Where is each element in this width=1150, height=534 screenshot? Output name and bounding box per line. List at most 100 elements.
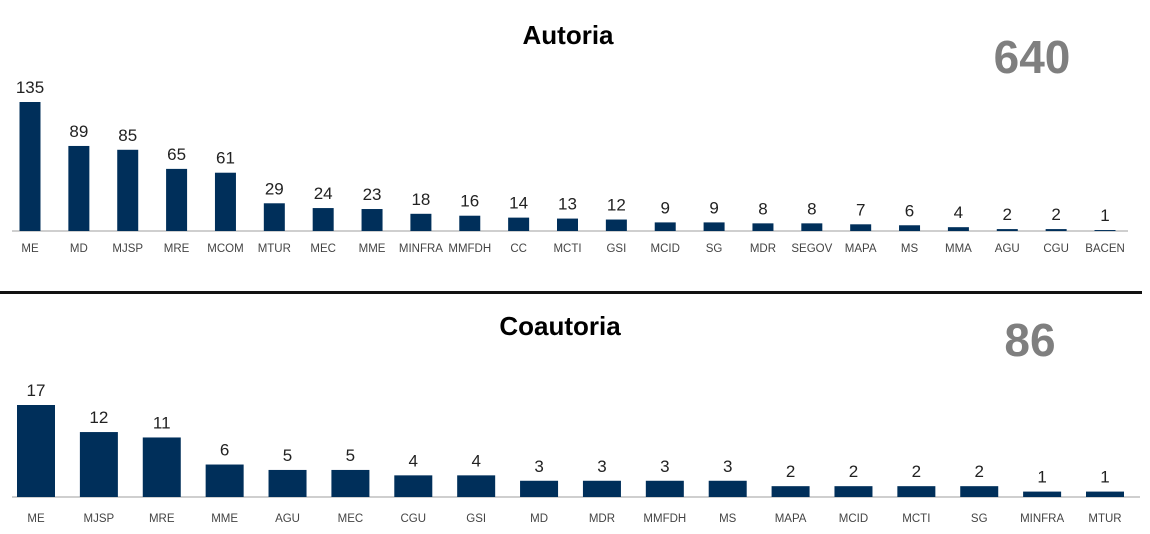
coautoria-tick-label: MME <box>211 513 238 525</box>
coautoria-bar-sg <box>960 486 999 497</box>
autoria-tick-label: MDR <box>750 243 776 255</box>
autoria-total: 640 <box>993 31 1071 83</box>
autoria-bar-agu <box>996 229 1018 231</box>
coautoria-tick-label: MRE <box>149 513 175 525</box>
coautoria-bar-gsi <box>457 475 496 497</box>
coautoria-data-label: 2 <box>786 462 795 481</box>
autoria-bar-mme <box>361 209 383 231</box>
autoria-bar-minfra <box>410 213 432 231</box>
coautoria-data-label: 3 <box>597 457 606 476</box>
autoria-data-label: 29 <box>265 179 284 198</box>
autoria-data-label: 7 <box>856 200 865 219</box>
coautoria-data-label: 4 <box>471 451 480 470</box>
autoria-tick-label: MINFRA <box>399 243 443 255</box>
autoria-tick-label: MMA <box>945 243 972 255</box>
coautoria-bar-mcid <box>834 486 873 497</box>
coautoria-bar-ms <box>708 480 747 497</box>
autoria-tick-label: MS <box>901 243 919 255</box>
autoria-data-label: 8 <box>807 199 816 218</box>
coautoria-bar-minfra <box>1023 491 1062 497</box>
coautoria-tick-label: MINFRA <box>1020 513 1064 525</box>
autoria-data-label: 4 <box>954 203 963 222</box>
autoria-bar-mma <box>947 227 969 231</box>
autoria-title: Autoria <box>522 20 614 50</box>
autoria-bar-cc <box>508 217 530 231</box>
autoria-tick-label: BACEN <box>1085 243 1125 255</box>
coautoria-data-label: 2 <box>975 462 984 481</box>
autoria-bar-mmfdh <box>459 215 481 231</box>
coautoria-total: 86 <box>1004 314 1056 366</box>
autoria-tick-label: MME <box>359 243 386 255</box>
autoria-data-label: 89 <box>69 122 88 141</box>
autoria-bar-gsi <box>605 219 627 231</box>
coautoria-bar-mcti <box>897 486 936 497</box>
autoria-tick-label: MAPA <box>845 243 877 255</box>
autoria-bar-mtur <box>263 203 285 231</box>
autoria-tick-label: MTUR <box>258 243 291 255</box>
coautoria-data-label: 2 <box>849 462 858 481</box>
autoria-bar-mjsp <box>117 149 139 231</box>
coautoria-tick-label: MCID <box>839 513 868 525</box>
autoria-data-label: 16 <box>460 192 479 211</box>
coautoria-tick-label: AGU <box>275 513 300 525</box>
autoria-data-label: 85 <box>118 126 137 145</box>
coautoria-tick-label: MD <box>530 513 548 525</box>
autoria-tick-label: CC <box>510 243 527 255</box>
coautoria-bar-mjsp <box>79 432 118 497</box>
coautoria-bar-mme <box>205 464 244 497</box>
coautoria-data-label: 4 <box>409 451 418 470</box>
coautoria-data-label: 2 <box>912 462 921 481</box>
coautoria-data-label: 5 <box>283 446 292 465</box>
autoria-tick-label: MMFDH <box>448 243 491 255</box>
autoria-data-label: 13 <box>558 195 577 214</box>
autoria-tick-label: MCID <box>651 243 680 255</box>
coautoria-bar-agu <box>268 469 307 497</box>
autoria-data-label: 2 <box>1051 205 1060 224</box>
autoria-data-label: 6 <box>905 201 914 220</box>
coautoria-data-label: 1 <box>1037 468 1046 487</box>
coautoria-tick-label: MEC <box>338 513 364 525</box>
autoria-tick-label: SEGOV <box>791 243 832 255</box>
coautoria-data-label: 3 <box>723 457 732 476</box>
autoria-bar-segov <box>801 223 823 231</box>
coautoria-data-label: 5 <box>346 446 355 465</box>
autoria-bar-mre <box>166 168 188 231</box>
coautoria-bar-mmfdh <box>645 480 684 497</box>
coautoria-bar-cgu <box>394 475 433 497</box>
coautoria-tick-label: MAPA <box>775 513 807 525</box>
autoria-tick-label: MD <box>70 243 88 255</box>
coautoria-bar-mtur <box>1086 491 1124 497</box>
autoria-data-label: 23 <box>363 185 382 204</box>
autoria-bar-mec <box>312 208 334 231</box>
autoria-data-label: 2 <box>1003 205 1012 224</box>
autoria-data-label: 12 <box>607 196 626 215</box>
autoria-data-label: 14 <box>509 194 528 213</box>
autoria-bar-sg <box>703 222 725 231</box>
coautoria-data-label: 3 <box>660 457 669 476</box>
coautoria-bar-md <box>520 480 559 497</box>
coautoria-tick-label: MJSP <box>84 513 115 525</box>
coautoria-tick-label: SG <box>971 513 988 525</box>
coautoria-data-label: 12 <box>89 408 108 427</box>
coautoria-tick-label: MTUR <box>1088 513 1121 525</box>
autoria-bar-mdr <box>752 223 774 231</box>
autoria-tick-label: SG <box>706 243 723 255</box>
autoria-tick-label: ME <box>21 243 39 255</box>
autoria-tick-label: MCOM <box>207 243 243 255</box>
autoria-bar-mcom <box>214 172 236 231</box>
coautoria-data-label: 3 <box>534 457 543 476</box>
autoria-tick-label: CGU <box>1043 243 1069 255</box>
coautoria-tick-label: MMFDH <box>643 513 686 525</box>
autoria-tick-label: MJSP <box>112 243 143 255</box>
coautoria-data-label: 11 <box>153 413 171 432</box>
autoria-data-label: 9 <box>709 198 718 217</box>
autoria-tick-label: GSI <box>606 243 626 255</box>
coautoria-tick-label: ME <box>27 513 45 525</box>
autoria-data-label: 24 <box>314 184 333 203</box>
autoria-data-label: 8 <box>758 199 767 218</box>
autoria-data-label: 18 <box>411 190 430 209</box>
coautoria-tick-label: CGU <box>401 513 427 525</box>
coautoria-title: Coautoria <box>499 311 621 341</box>
coautoria-bar-mre <box>142 437 181 497</box>
